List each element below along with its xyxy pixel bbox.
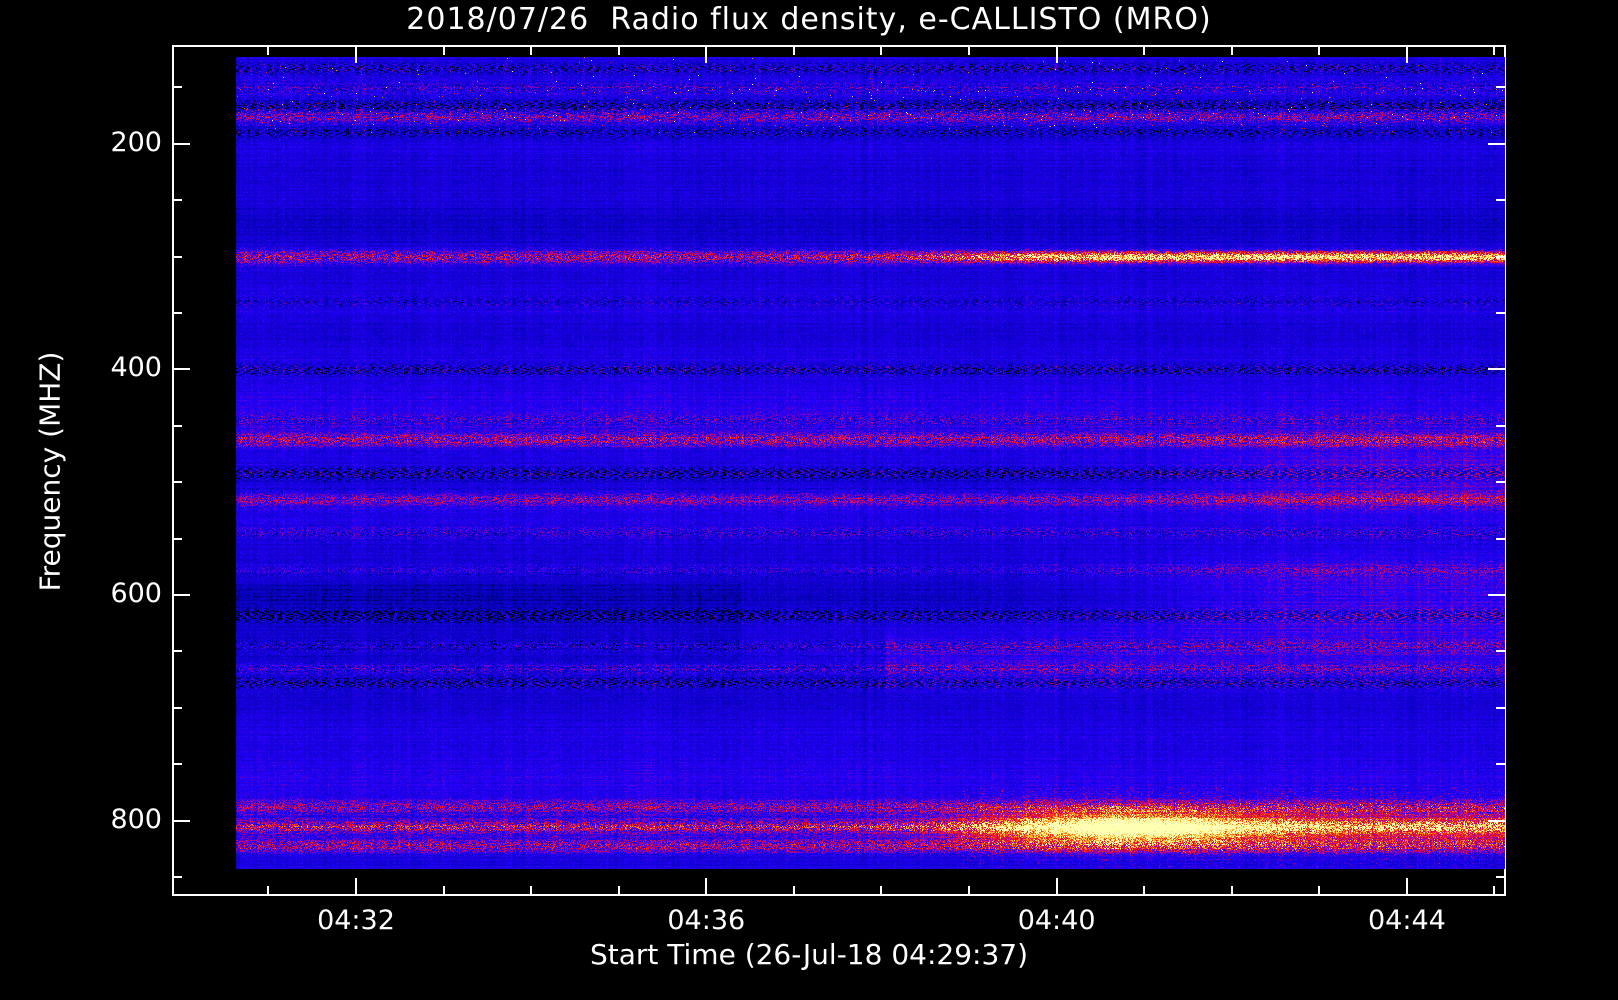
x-major-tick-top: [355, 45, 357, 63]
y-major-tick-right: [1488, 820, 1506, 822]
x-minor-tick: [1318, 886, 1320, 896]
y-tick-label: 800: [110, 803, 162, 835]
y-minor-tick-right: [1496, 650, 1506, 652]
x-tick-label: 04:40: [1017, 905, 1096, 936]
x-major-tick: [355, 878, 357, 896]
x-minor-tick-top: [443, 45, 445, 55]
y-major-tick: [172, 594, 190, 596]
x-minor-tick-top: [968, 45, 970, 55]
x-minor-tick: [968, 886, 970, 896]
x-minor-tick-top: [618, 45, 620, 55]
x-minor-tick: [880, 886, 882, 896]
x-axis-title: Start Time (26-Jul-18 04:29:37): [589, 938, 1029, 971]
x-minor-tick: [618, 886, 620, 896]
x-minor-tick: [530, 886, 532, 896]
y-minor-tick: [172, 425, 182, 427]
y-minor-tick-right: [1496, 256, 1506, 258]
x-major-tick: [1056, 878, 1058, 896]
x-minor-tick-top: [880, 45, 882, 55]
y-tick-label: 600: [110, 577, 162, 609]
spectrogram-image: [236, 57, 1505, 869]
x-minor-tick-top: [793, 45, 795, 55]
y-minor-tick: [172, 481, 182, 483]
x-tick-label: 04:36: [667, 905, 746, 936]
y-minor-tick: [172, 876, 182, 878]
y-minor-tick-right: [1496, 199, 1506, 201]
y-minor-tick: [172, 199, 182, 201]
y-major-tick: [172, 368, 190, 370]
y-minor-tick-right: [1496, 763, 1506, 765]
x-major-tick: [1406, 878, 1408, 896]
x-minor-tick-top: [267, 45, 269, 55]
y-minor-tick-right: [1496, 538, 1506, 540]
x-major-tick-top: [1056, 45, 1058, 63]
y-minor-tick: [172, 256, 182, 258]
y-minor-tick-right: [1496, 312, 1506, 314]
y-major-tick-right: [1488, 143, 1506, 145]
x-major-tick-top: [705, 45, 707, 63]
y-minor-tick-right: [1496, 707, 1506, 709]
y-minor-tick-right: [1496, 876, 1506, 878]
x-tick-label: 04:32: [317, 905, 395, 936]
y-minor-tick-right: [1496, 86, 1506, 88]
x-minor-tick-top: [1493, 45, 1495, 55]
y-minor-tick-right: [1496, 481, 1506, 483]
y-minor-tick: [172, 763, 182, 765]
y-major-tick: [172, 143, 190, 145]
y-minor-tick-right: [1496, 425, 1506, 427]
x-minor-tick: [267, 886, 269, 896]
x-minor-tick: [1493, 886, 1495, 896]
y-tick-label: 200: [110, 126, 162, 158]
x-minor-tick: [793, 886, 795, 896]
x-major-tick-top: [1406, 45, 1408, 63]
y-major-tick: [172, 820, 190, 822]
y-minor-tick: [172, 312, 182, 314]
y-axis-tick-labels: 200 400 600 800: [0, 0, 162, 1000]
x-minor-tick: [1231, 886, 1233, 896]
y-major-tick-right: [1488, 368, 1506, 370]
x-minor-tick: [443, 886, 445, 896]
y-minor-tick: [172, 538, 182, 540]
x-tick-label: 04:44: [1368, 905, 1446, 936]
y-major-tick-right: [1488, 594, 1506, 596]
y-minor-tick: [172, 650, 182, 652]
x-major-tick: [705, 878, 707, 896]
y-axis-title: Frequency (MHZ): [33, 351, 67, 592]
x-minor-tick-top: [1318, 45, 1320, 55]
x-minor-tick-top: [1231, 45, 1233, 55]
page-title: 2018/07/26 Radio flux density, e-CALLIST…: [406, 2, 1212, 37]
y-minor-tick: [172, 86, 182, 88]
y-minor-tick: [172, 707, 182, 709]
x-minor-tick-top: [1143, 45, 1145, 55]
y-tick-label: 400: [110, 352, 162, 384]
x-minor-tick: [1143, 886, 1145, 896]
x-minor-tick-top: [530, 45, 532, 55]
